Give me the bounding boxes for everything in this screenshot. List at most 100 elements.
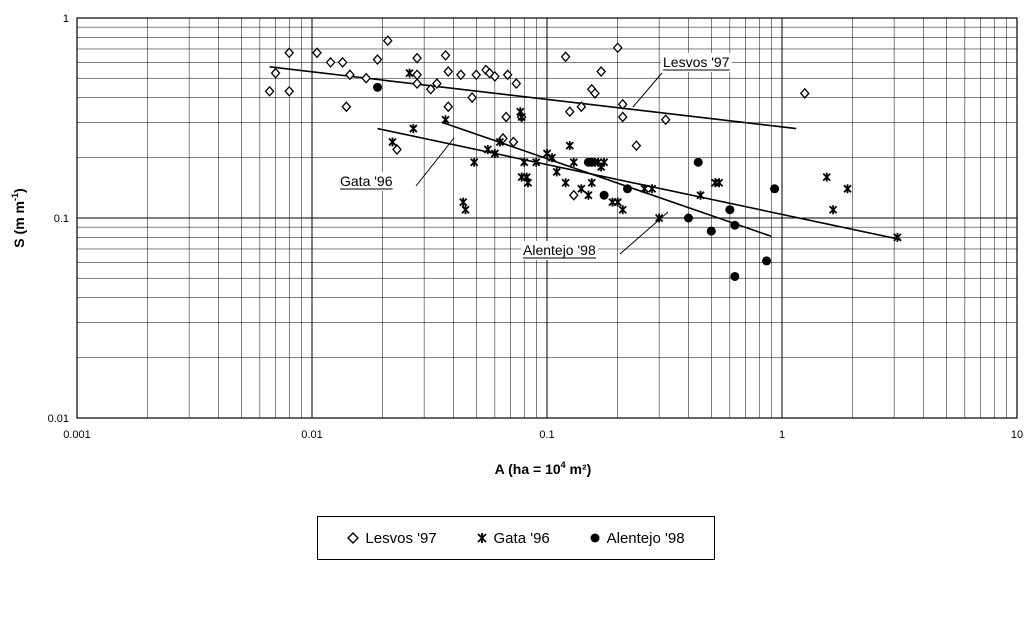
- annotations: Lesvos '97 Gata '96 Alentejo '98: [338, 53, 732, 260]
- point-lesvos: [576, 101, 587, 113]
- point-gata: [893, 232, 902, 242]
- point-gata: [618, 205, 627, 215]
- point-gata: [520, 157, 529, 167]
- grid: [76, 17, 1018, 419]
- annotation-leader: [415, 137, 455, 187]
- point-lesvos: [631, 140, 642, 152]
- point-alentejo: [622, 184, 632, 194]
- point-gata: [577, 184, 586, 194]
- point-gata: [654, 213, 664, 223]
- point-alentejo: [762, 256, 772, 266]
- point-lesvos: [443, 101, 454, 113]
- annotation-label: Gata '96: [340, 173, 393, 189]
- annotation-bg: [338, 172, 395, 191]
- point-lesvos: [440, 49, 451, 61]
- point-gata: [532, 157, 541, 167]
- point-lesvos: [382, 35, 393, 47]
- annotation-label: Alentejo '98: [523, 242, 596, 258]
- point-gata: [565, 141, 574, 151]
- x-tick-label: 0.001: [63, 429, 91, 441]
- point-gata: [459, 197, 468, 207]
- point-lesvos: [612, 42, 623, 54]
- point-lesvos: [412, 69, 422, 81]
- annotation-leader: [619, 211, 669, 255]
- legend-label-gata: Gata '96: [493, 529, 550, 547]
- diamond-icon: [347, 532, 360, 544]
- point-alentejo: [730, 271, 740, 281]
- y-tick-labels: 0.01 0.1 1: [48, 13, 69, 425]
- annotation-bg: [521, 241, 598, 260]
- star-icon: [476, 533, 487, 543]
- point-lesvos: [392, 144, 402, 155]
- point-lesvos: [660, 114, 671, 126]
- point-lesvos: [341, 101, 352, 113]
- point-gata: [461, 205, 470, 215]
- fit-line: [377, 127, 901, 241]
- point-gata: [441, 115, 450, 125]
- point-alentejo: [373, 82, 383, 92]
- y-tick-label: 1: [63, 13, 69, 25]
- point-gata: [542, 149, 552, 159]
- point-gata: [552, 167, 561, 177]
- point-lesvos: [412, 52, 422, 64]
- point-gata: [569, 157, 578, 167]
- point-gata: [711, 178, 720, 188]
- plot-frame: [76, 17, 1018, 419]
- point-gata: [523, 178, 533, 188]
- point-alentejo: [770, 184, 780, 194]
- point-gata: [822, 172, 831, 182]
- point-lesvos: [264, 85, 275, 97]
- point-gata: [490, 149, 500, 159]
- legend-item-gata: Gata '96: [476, 530, 550, 547]
- point-lesvos: [325, 56, 336, 68]
- fit-line: [269, 66, 797, 130]
- point-lesvos: [467, 92, 477, 104]
- point-lesvos: [501, 111, 511, 123]
- point-alentejo: [599, 190, 609, 200]
- point-lesvos: [443, 66, 454, 77]
- data-points: [264, 35, 902, 281]
- legend: Lesvos '97 Gata '96 Alentejo '98: [317, 516, 715, 560]
- point-lesvos: [508, 136, 519, 148]
- point-alentejo: [683, 213, 693, 223]
- y-tick-label: 0.1: [54, 213, 69, 225]
- point-lesvos: [284, 85, 295, 97]
- point-gata: [843, 184, 852, 194]
- legend-item-alentejo: Alentejo '98: [589, 530, 685, 547]
- point-alentejo: [693, 157, 703, 167]
- point-lesvos: [489, 71, 500, 82]
- point-lesvos: [564, 106, 575, 118]
- x-tick-label: 10: [1011, 429, 1023, 441]
- point-lesvos: [425, 83, 436, 95]
- point-gata: [470, 157, 479, 167]
- point-alentejo: [587, 157, 597, 167]
- point-gata: [828, 205, 838, 215]
- point-gata: [405, 68, 414, 78]
- point-gata: [599, 157, 609, 167]
- point-lesvos: [412, 78, 422, 90]
- y-tick-label: 0.01: [48, 413, 69, 425]
- point-gata: [517, 112, 526, 122]
- point-lesvos: [799, 87, 810, 99]
- point-lesvos: [432, 78, 442, 90]
- point-lesvos: [617, 111, 628, 123]
- point-lesvos: [511, 78, 522, 90]
- point-lesvos: [590, 87, 600, 99]
- point-gata: [640, 184, 649, 194]
- point-lesvos: [568, 189, 579, 201]
- point-lesvos: [284, 47, 295, 59]
- point-gata: [584, 190, 593, 200]
- point-gata: [495, 137, 504, 147]
- circle-icon: [590, 533, 600, 543]
- point-lesvos: [337, 56, 348, 68]
- point-gata: [696, 190, 705, 200]
- point-lesvos: [471, 69, 482, 81]
- point-gata: [647, 184, 657, 194]
- point-alentejo: [706, 226, 716, 236]
- point-lesvos: [361, 72, 372, 84]
- x-tick-label: 1: [779, 429, 785, 441]
- point-lesvos: [372, 54, 383, 66]
- legend-label-alentejo: Alentejo '98: [606, 529, 685, 547]
- point-gata: [483, 145, 492, 155]
